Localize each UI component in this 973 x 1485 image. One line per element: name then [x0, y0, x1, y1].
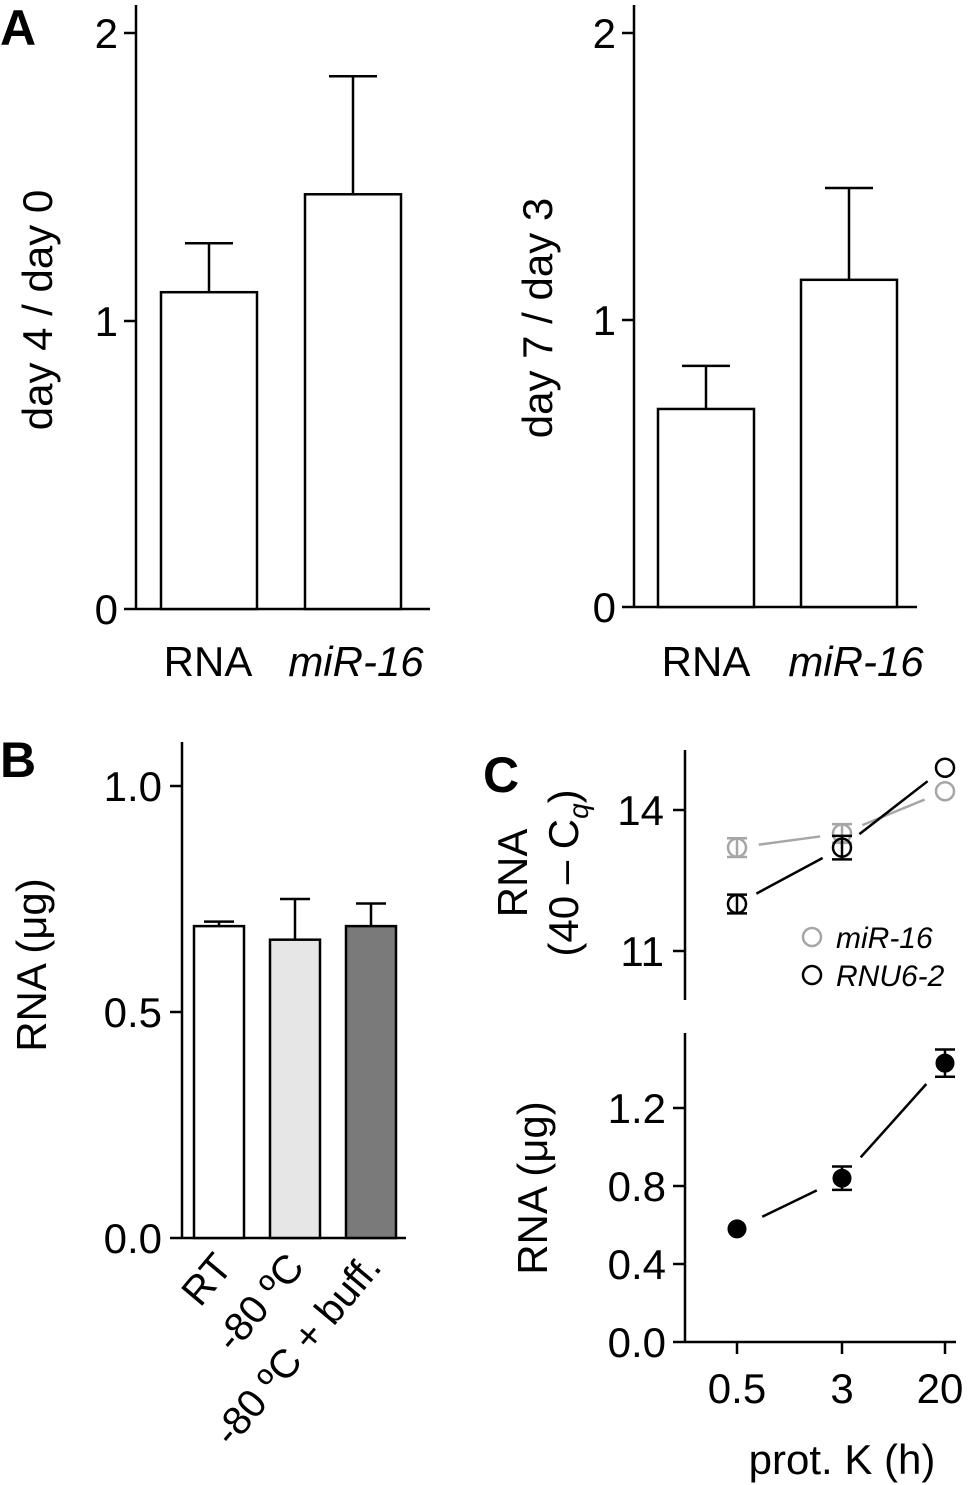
x-tick-label: 20	[917, 1365, 964, 1412]
y-tick-label: 0	[95, 586, 118, 633]
bar	[192, 924, 246, 1240]
y-tick-label: 0.8	[608, 1163, 666, 1210]
y-axis-label-line2: (40 – Cq)	[540, 789, 594, 956]
bar	[159, 290, 259, 611]
chart-b: 0.0 0.5 1.0 RNA (μg) RT -80 ºC -80 ºC + …	[8, 742, 406, 1454]
y-axis-label: day 7 / day 3	[514, 198, 561, 439]
data-point	[831, 837, 853, 858]
series-line	[858, 780, 929, 836]
y-axis-label: day 4 / day 0	[14, 190, 61, 431]
y-tick-label: 0	[593, 584, 616, 631]
x-tick-label: 0.5	[708, 1365, 766, 1412]
bar	[799, 278, 899, 609]
data-point	[934, 780, 956, 802]
y-tick-label: 2	[593, 10, 616, 57]
data-point	[934, 757, 956, 778]
chart-a-right: 0 1 2 day 7 / day 3 RNA miR-16	[514, 5, 924, 685]
x-category-label: RNA	[662, 638, 751, 685]
y-axis-label: RNA (μg)	[8, 878, 55, 1052]
series-line	[755, 856, 824, 895]
chart-c-bottom: 0.0 0.4 0.8 1.2 RNA (μg) 0.5 3 20 prot. …	[509, 1033, 963, 1483]
y-tick-label: 14	[617, 787, 664, 834]
y-tick-label: 0.0	[608, 1319, 666, 1366]
x-category-label: miR-16	[288, 638, 424, 685]
data-point	[935, 1053, 955, 1073]
panel-letter-a: A	[0, 0, 36, 56]
y-tick-label: 0.0	[104, 1215, 162, 1262]
panel-letter-c: C	[483, 747, 519, 803]
bar	[268, 938, 322, 1240]
y-tick-label: 0.4	[608, 1241, 666, 1288]
series-line	[859, 1083, 928, 1159]
y-tick-label: 1.0	[104, 763, 162, 810]
x-category-label: miR-16	[788, 638, 924, 685]
legend-marker-rnu6	[801, 964, 823, 986]
series-line	[761, 1189, 818, 1218]
y-tick-label: 1	[95, 298, 118, 345]
y-axis-label: RNA (μg)	[509, 1101, 556, 1275]
data-point	[727, 1219, 747, 1239]
bar	[656, 407, 756, 609]
series-line	[861, 798, 926, 827]
x-tick-label: 3	[830, 1365, 853, 1412]
data-point	[726, 893, 748, 915]
series-line	[758, 835, 821, 846]
y-axis-label-line1: RNA	[489, 829, 536, 918]
legend: miR-16 RNU6-2	[801, 922, 945, 993]
legend-marker-mir16	[801, 926, 823, 948]
bar	[344, 924, 398, 1240]
chart-c-top: 14 11 RNA (40 – Cq) miR-16 RNU6-2	[489, 750, 956, 1000]
chart-a-left: 0 1 2 day 4 / day 0 RNA miR-16	[14, 5, 430, 685]
legend-label-mir16: miR-16	[836, 922, 933, 955]
legend-label-rnu6: RNU6-2	[836, 960, 945, 993]
y-tick-label: 1.2	[608, 1085, 666, 1132]
x-axis-label: prot. K (h)	[749, 1436, 936, 1483]
data-point	[832, 1168, 852, 1188]
y-tick-label: 11	[620, 928, 664, 975]
panel-letter-b: B	[0, 732, 36, 788]
y-tick-label: 2	[95, 10, 118, 57]
data-point	[726, 837, 748, 858]
x-category-label: RNA	[164, 638, 253, 685]
bar	[303, 193, 403, 611]
y-tick-label: 1	[593, 297, 616, 344]
y-tick-label: 0.5	[104, 989, 162, 1036]
